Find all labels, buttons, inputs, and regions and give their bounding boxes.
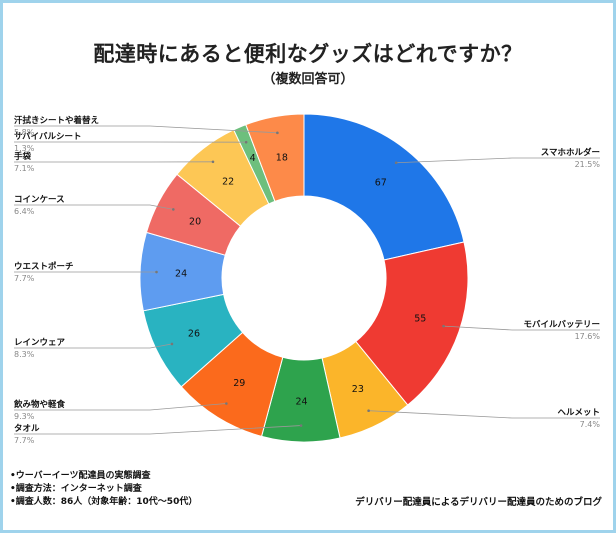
chart-title: 配達時にあると便利なグッズはどれですか？ (93, 42, 523, 66)
survey-note: •調査人数：86人（対象年齢：10代〜50代） (10, 497, 198, 507)
survey-note: •調査方法：インターネット調査 (10, 484, 142, 494)
slice-value-label: 24 (295, 396, 307, 407)
slice-value-label: 55 (414, 314, 426, 325)
category-label: スマホホルダー (541, 147, 600, 158)
slice-value-label: 23 (352, 384, 364, 395)
leader-dot (225, 402, 228, 405)
slice-value-label: 24 (175, 269, 187, 280)
leader-line (14, 204, 174, 210)
category-label: ヘルメット (557, 408, 600, 418)
category-label: サバイバルシート (14, 131, 82, 142)
leader-dot (172, 208, 175, 211)
slice-value-label: 67 (375, 177, 387, 188)
leader-dot (155, 270, 158, 274)
leader-line (368, 410, 600, 419)
percent-label: 5.8% (14, 128, 35, 137)
percent-label: 7.7% (14, 274, 35, 283)
leader-dot (394, 161, 398, 165)
category-label: 汗拭きシートや着替え (14, 115, 99, 126)
slice-value-label: 29 (233, 378, 245, 389)
category-label: タオル (14, 423, 40, 434)
slice-value-label: 18 (276, 153, 288, 164)
leader-line (14, 425, 302, 435)
percent-label: 7.7% (14, 436, 35, 445)
leader-dot (367, 409, 370, 413)
percent-label: 7.4% (580, 420, 601, 429)
donut-slice (245, 113, 305, 202)
category-label: ウエストポーチ (14, 261, 74, 272)
leader-dot (442, 324, 445, 328)
donut-slice (303, 113, 465, 261)
leader-dot (299, 424, 303, 427)
percent-label: 6.4% (14, 207, 35, 216)
chart-subtitle: （複数回答可） (262, 72, 354, 87)
percent-label: 1.3% (14, 144, 35, 153)
category-label: コインケース (14, 195, 65, 205)
percent-label: 7.1% (14, 164, 35, 173)
leader-line (14, 125, 278, 134)
slice-value-label: 20 (189, 216, 201, 227)
donut-slice (355, 241, 469, 406)
slice-value-label: 4 (250, 153, 256, 164)
leader-line (14, 343, 173, 349)
percent-label: 8.3% (14, 350, 35, 359)
slice-value-label: 26 (188, 328, 200, 339)
survey-notes: •ウーバーイーツ配達員の実態調査 •調査方法：インターネット調査 •調査人数：8… (10, 470, 197, 509)
leader-line (443, 325, 600, 331)
leader-line (14, 403, 227, 411)
percent-label: 21.5% (575, 160, 601, 169)
slice-value-label: 22 (222, 177, 234, 188)
category-label: レインウェア (14, 338, 66, 348)
leader-dot (170, 342, 174, 346)
leader-line (396, 157, 600, 164)
survey-note: •ウーバーイーツ配達員の実態調査 (10, 471, 151, 481)
blog-credit: デリバリー配達員によるデリバリー配達員のためのブログ (355, 497, 602, 508)
category-label: 飲み物や軽食 (13, 399, 66, 410)
leader-dot (276, 131, 279, 135)
percent-label: 17.6% (575, 332, 601, 341)
leader-dot (244, 140, 248, 144)
category-label: 手袋 (14, 151, 32, 162)
leader-dot (211, 160, 215, 164)
percent-label: 9.3% (14, 412, 35, 421)
category-label: モバイルバッテリー (523, 319, 600, 330)
